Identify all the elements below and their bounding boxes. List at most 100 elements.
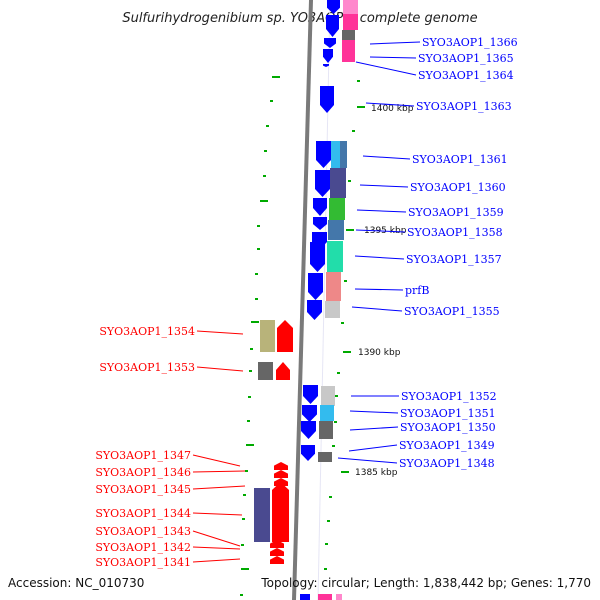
- label-leader-line: [349, 426, 399, 431]
- gene-label-reverse: SYO3AOP1_1357: [406, 253, 502, 266]
- scale-tick-minor: [337, 372, 340, 374]
- label-leader-line: [349, 410, 399, 414]
- label-leader-line: [362, 155, 411, 160]
- scale-tick-minor: [245, 470, 248, 472]
- gene-label-forward: SYO3AOP1_1342: [95, 541, 191, 554]
- cog-category-block: [330, 168, 346, 198]
- forward-gene-arrow: [270, 540, 284, 548]
- reverse-gene-fragment: [300, 594, 310, 600]
- scale-tick-major: [357, 106, 365, 108]
- forward-gene-arrow: [274, 478, 288, 486]
- label-leader-line: [351, 306, 403, 312]
- gene-label-forward: SYO3AOP1_1343: [95, 525, 191, 538]
- genome-backbone: [292, 0, 313, 600]
- scale-tick-minor: [240, 594, 243, 596]
- scale-tick-minor: [255, 298, 258, 300]
- scale-label: 1385 kbp: [355, 468, 398, 478]
- accession-text: Accession: NC_010730: [8, 576, 144, 590]
- label-leader-line: [196, 366, 244, 372]
- scale-tick-minor: [249, 370, 252, 372]
- scale-tick-minor: [327, 520, 330, 522]
- scale-tick-minor: [250, 348, 253, 350]
- label-leader-line: [192, 485, 246, 490]
- label-leader-line: [192, 558, 241, 563]
- scale-tick-minor: [272, 76, 280, 78]
- gene-label-reverse: SYO3AOP1_1361: [412, 153, 508, 166]
- label-leader-line: [337, 457, 398, 464]
- forward-gene-arrow: [270, 556, 284, 564]
- label-leader-line: [356, 209, 407, 213]
- reverse-gene-arrow: [301, 445, 315, 461]
- cog-category-block: [319, 421, 333, 439]
- gene-label-forward: SYO3AOP1_1341: [95, 556, 191, 569]
- label-layer: SYO3AOP1_1366 SYO3AOP1_1365 SYO3AOP1_1364 S…: [95, 36, 517, 569]
- label-leader-line: [359, 184, 409, 188]
- scale-tick-minor: [243, 494, 246, 496]
- reverse-gene-arrow: [313, 217, 327, 230]
- forward-gene-arrow: [277, 320, 293, 352]
- scale-tick-major: [346, 229, 354, 231]
- scale-tick-minor: [248, 396, 251, 398]
- scale-tick-minor: [348, 180, 351, 182]
- label-leader-line: [192, 454, 241, 467]
- reverse-gene-arrow: [323, 64, 329, 67]
- cog-category-block: [326, 272, 341, 301]
- reverse-gene-arrow: [327, 0, 340, 14]
- reverse-gene-arrow: [315, 170, 330, 197]
- scale-tick-minor: [263, 175, 266, 177]
- gene-label-reverse: SYO3AOP1_1363: [416, 100, 512, 113]
- scale-tick-minor: [241, 568, 249, 570]
- scale-tick-minor: [247, 420, 250, 422]
- reverse-gene-arrow: [307, 300, 322, 320]
- forward-gene-arrow: [274, 462, 288, 470]
- cog-category-block: [318, 452, 332, 462]
- scale-tick-minor: [324, 568, 327, 570]
- reverse-gene-arrow: [303, 385, 318, 404]
- label-leader-line: [365, 102, 415, 107]
- gene-label-reverse: SYO3AOP1_1360: [410, 181, 506, 194]
- label-leader-line: [354, 288, 404, 291]
- reverse-gene-arrow: [323, 49, 333, 63]
- scale-tick-major: [343, 351, 351, 353]
- scale-tick-minor: [270, 100, 273, 102]
- reverse-gene-arrow: [301, 421, 316, 439]
- cog-category-block: [325, 301, 340, 318]
- gene-label-forward: SYO3AOP1_1353: [99, 361, 195, 374]
- gene-label-reverse: SYO3AOP1_1365: [418, 52, 514, 65]
- scale-tick-minor: [335, 395, 338, 397]
- topology-text: Topology: circular; Length: 1,838,442 bp…: [260, 576, 591, 590]
- cog-category-block: [254, 488, 270, 542]
- forward-gene-arrow: [276, 362, 290, 380]
- scale-tick-minor: [241, 544, 244, 546]
- reverse-gene-arrow: [308, 273, 323, 300]
- cog-category-block: [321, 386, 335, 406]
- cog-category-block: [343, 0, 358, 14]
- cog-category-block: [328, 220, 344, 240]
- reverse-gene-arrow: [316, 141, 331, 168]
- scale-label: 1390 kbp: [358, 348, 401, 358]
- forward-gene-arrow: [272, 482, 289, 542]
- gene-label-reverse: SYO3AOP1_1366: [422, 36, 518, 49]
- gene-label-reverse: SYO3AOP1_1349: [399, 439, 495, 452]
- gene-label-forward: SYO3AOP1_1345: [95, 483, 191, 496]
- scale-tick-minor: [246, 444, 254, 446]
- cog-category-block: [327, 241, 343, 272]
- cog-category-block: [342, 40, 355, 62]
- label-leader-line: [369, 41, 421, 45]
- reverse-gene-arrow: [302, 405, 317, 422]
- gene-label-forward: SYO3AOP1_1344: [95, 507, 191, 520]
- scale-tick-minor: [266, 125, 269, 127]
- gene-label-reverse: SYO3AOP1_1348: [399, 457, 495, 470]
- scale-tick-minor: [334, 421, 337, 423]
- reverse-gene-arrow: [310, 242, 325, 272]
- gene-label-reverse: SYO3AOP1_1355: [404, 305, 500, 318]
- scale-tick-minor: [332, 445, 335, 447]
- scale-tick-minor: [257, 225, 260, 227]
- gene-label-reverse: SYO3AOP1_1350: [400, 421, 496, 434]
- scale-tick-minor: [344, 280, 347, 282]
- cog-category-block: [340, 141, 347, 168]
- scale-label: 1400 kbp: [371, 104, 414, 114]
- reverse-gene-arrow: [320, 86, 334, 113]
- label-leader-line: [192, 470, 246, 473]
- cog-category-block: [329, 198, 345, 220]
